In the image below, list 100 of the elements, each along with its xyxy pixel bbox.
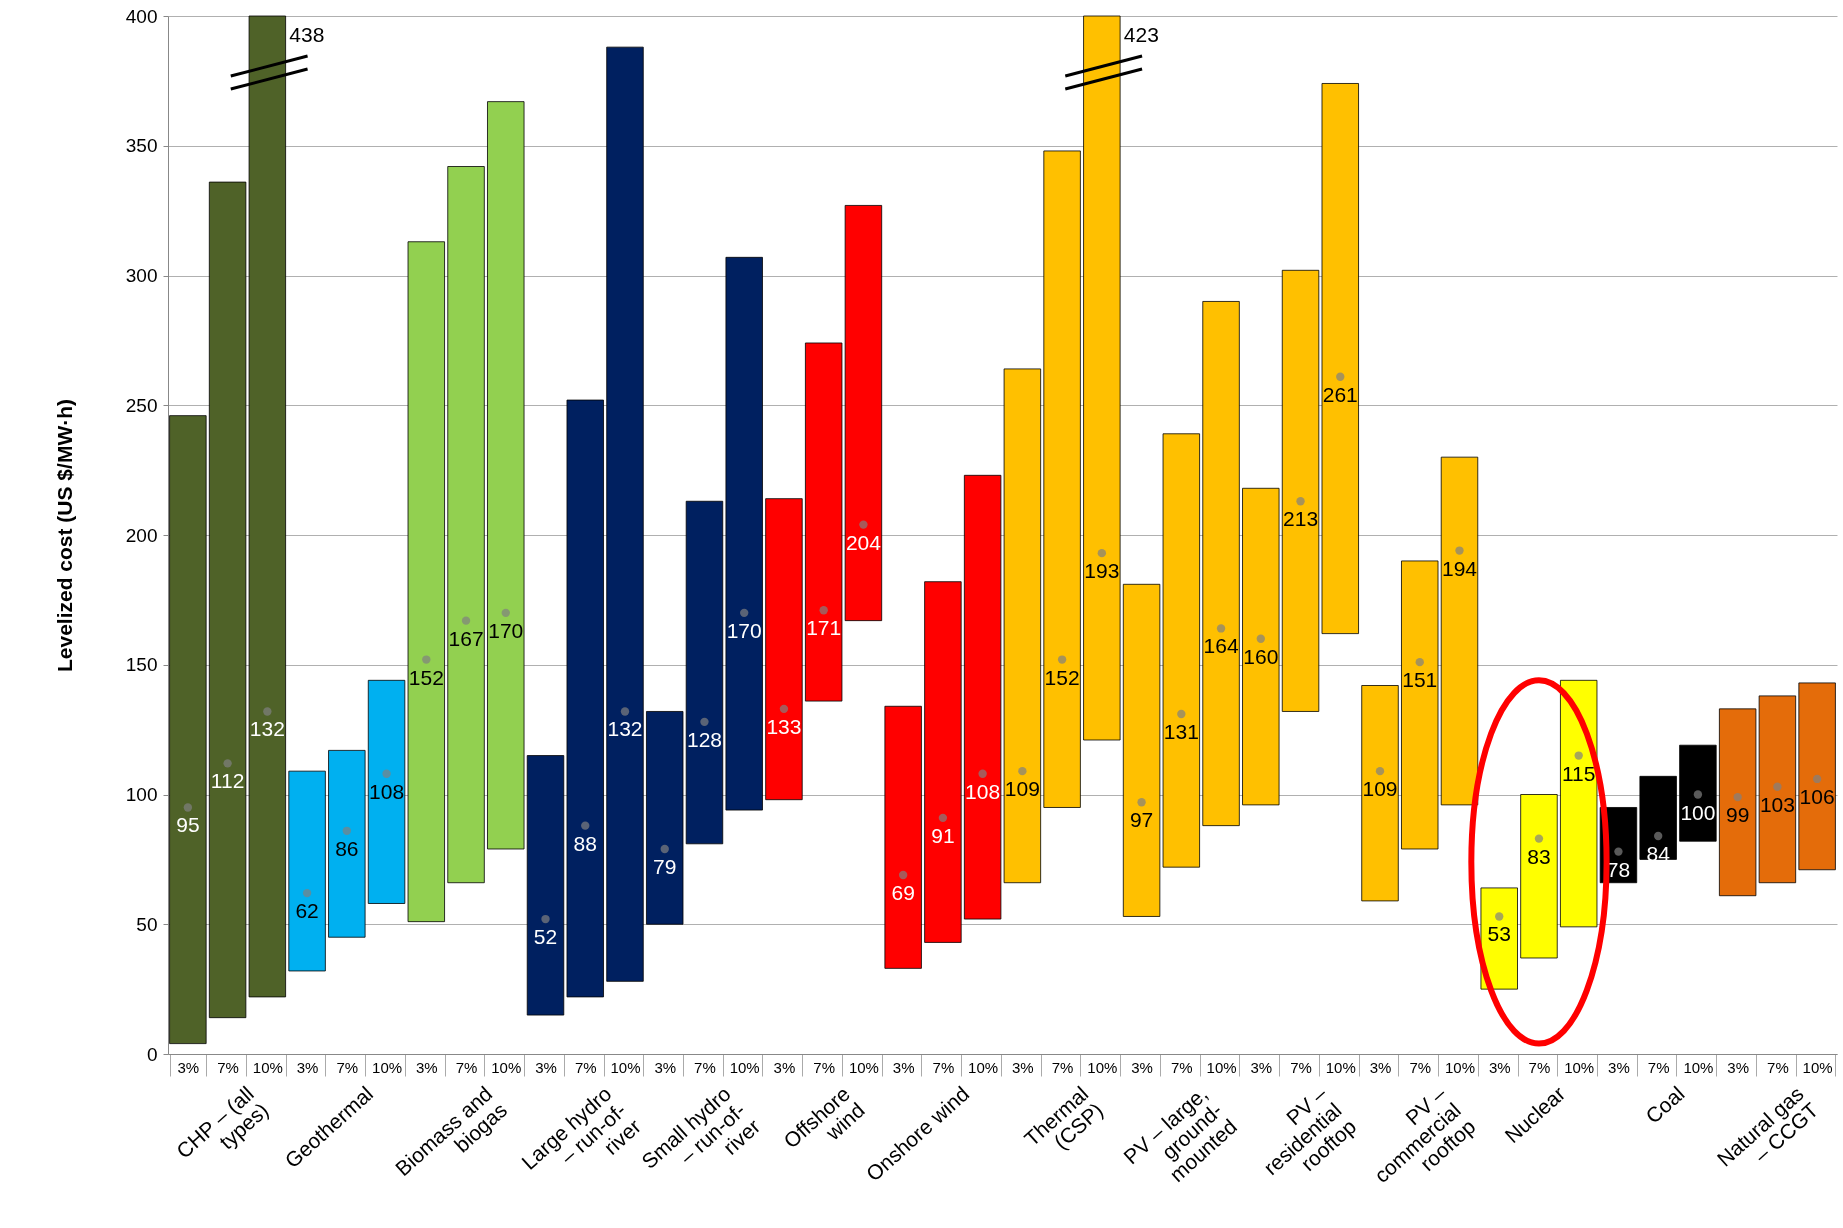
point [1455, 546, 1464, 555]
data-label: 112 [210, 769, 245, 793]
x-tick-label: 7% [574, 1058, 597, 1076]
x-tick-label: 7% [1409, 1058, 1432, 1076]
x-tick-label: 3% [535, 1058, 557, 1076]
data-label: 106 [1799, 784, 1835, 808]
data-label: 91 [931, 823, 955, 847]
point [740, 608, 749, 618]
x-tick-label: 7% [1170, 1058, 1193, 1076]
data-label: 109 [1362, 777, 1398, 801]
bar [447, 166, 485, 884]
bar [1321, 83, 1359, 635]
bar [1520, 794, 1558, 959]
y-tick-label: 200 [125, 524, 158, 546]
y-tick-label: 0 [146, 1043, 158, 1065]
bar [765, 498, 803, 801]
bar [1083, 15, 1121, 741]
point [263, 707, 272, 716]
data-label: 170 [726, 618, 762, 642]
x-tick-label: 7% [813, 1058, 836, 1076]
x-tick-label: 7% [1290, 1058, 1312, 1076]
point [1495, 912, 1504, 921]
y-tick-label: 300 [125, 265, 158, 286]
bar [1798, 682, 1836, 871]
data-label: 79 [653, 854, 677, 878]
x-tick-label: 3% [1012, 1058, 1034, 1076]
data-label: 115 [1561, 761, 1596, 785]
point [978, 769, 987, 778]
data-label: 53 [1487, 922, 1511, 946]
point [223, 759, 232, 768]
bar [169, 415, 207, 1045]
point [1812, 774, 1822, 784]
data-label: 167 [448, 626, 484, 650]
point [938, 813, 948, 823]
y-tick-label: 350 [125, 135, 158, 157]
bar [487, 101, 525, 850]
point [302, 888, 312, 898]
data-label: 193 [1084, 559, 1120, 583]
x-tick-label: 3% [296, 1058, 319, 1076]
data-label: 108 [965, 779, 1001, 803]
x-tick-label: 10% [1802, 1058, 1833, 1076]
bar [1639, 775, 1677, 860]
x-tick-label: 10% [1087, 1058, 1118, 1076]
data-label: 170 [488, 618, 524, 642]
point [1534, 834, 1544, 843]
bar [646, 711, 684, 925]
x-tick-label: 7% [1767, 1058, 1789, 1076]
point [700, 717, 709, 727]
x-tick-label: 3% [1369, 1058, 1392, 1076]
point [461, 616, 471, 625]
point [1336, 372, 1345, 381]
bar [685, 500, 724, 845]
point [1574, 751, 1583, 760]
x-tick-label: 10% [610, 1058, 641, 1076]
data-label: 95 [176, 813, 200, 837]
data-label: 52 [533, 925, 558, 949]
x-tick-label: 10% [1325, 1058, 1356, 1076]
point [620, 707, 630, 716]
x-tick-label: 7% [455, 1058, 478, 1076]
x-tick-label: 7% [217, 1058, 239, 1076]
x-tick-label: 7% [932, 1058, 955, 1076]
data-label: 69 [891, 880, 915, 904]
data-label: 152 [1044, 665, 1080, 689]
point [183, 803, 193, 812]
x-tick-label: 3% [773, 1058, 796, 1076]
y-tick-label: 100 [125, 784, 158, 805]
point [1733, 792, 1742, 802]
x-tick-label: 3% [1250, 1058, 1273, 1076]
bar [1242, 487, 1280, 806]
bar [328, 749, 366, 938]
x-tick-label: 10% [1206, 1058, 1237, 1076]
data-label: 109 [1004, 777, 1040, 801]
data-label: 261 [1322, 382, 1358, 406]
point [1296, 497, 1305, 506]
bar [1361, 685, 1399, 902]
point [1614, 847, 1623, 856]
data-label: 204 [845, 530, 882, 554]
y-tick-label: 150 [125, 654, 158, 676]
bar [1679, 744, 1717, 842]
point [1415, 657, 1424, 667]
data-label: 171 [806, 616, 842, 640]
bar [367, 679, 406, 904]
x-tick-label: 3% [892, 1058, 915, 1076]
data-label: 100 [1680, 800, 1716, 824]
bar [566, 399, 604, 998]
point [1216, 624, 1226, 633]
x-tick-label: 10% [1564, 1058, 1595, 1076]
point [1177, 709, 1186, 719]
data-label: 86 [335, 836, 359, 860]
data-label: 83 [1527, 844, 1551, 868]
x-tick-label: 10% [729, 1058, 760, 1076]
x-tick-label: 7% [336, 1058, 359, 1076]
x-tick-label: 7% [694, 1058, 716, 1076]
x-tick-label: 10% [491, 1058, 522, 1076]
data-label: 62 [295, 899, 319, 923]
data-label: 103 [1759, 792, 1795, 816]
point [1057, 655, 1067, 664]
point [1773, 782, 1782, 791]
bar [1440, 456, 1479, 806]
point [1654, 831, 1663, 841]
